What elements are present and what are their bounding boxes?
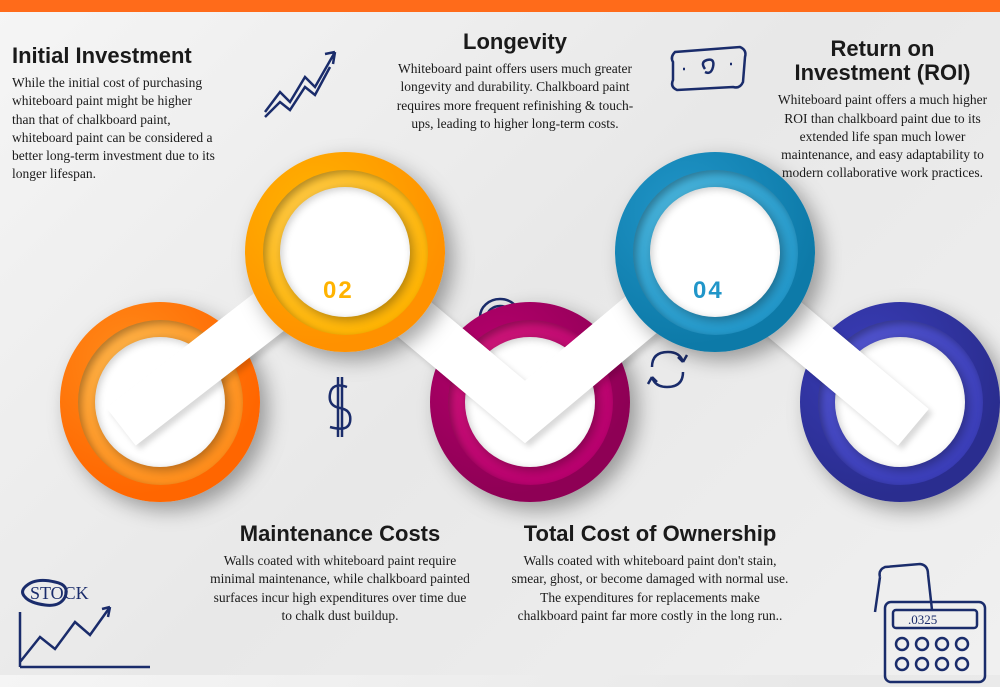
section-s1: Initial Investment While the initial cost…: [12, 44, 217, 184]
section-body: While the initial cost of purchasing whi…: [12, 74, 217, 183]
section-s5: Total Cost of Ownership Walls coated with…: [510, 522, 790, 625]
top-bar: [0, 0, 1000, 12]
ring-number: 04: [693, 277, 724, 305]
section-title: Longevity: [395, 30, 635, 54]
section-title: Initial Investment: [12, 44, 217, 68]
section-title: Total Cost of Ownership: [510, 522, 790, 546]
infographic-container: 01 02 03 04 05 Initial InvestmentWhile t…: [0, 12, 1000, 675]
ring-02: 02: [245, 152, 445, 352]
section-body: Walls coated with whiteboard paint requi…: [210, 552, 470, 625]
section-title: Return on Investment (ROI): [770, 37, 995, 85]
section-body: Whiteboard paint offers a much higher RO…: [770, 91, 995, 182]
section-s2: Longevity Whiteboard paint offers users m…: [395, 30, 635, 133]
ring-number: 02: [323, 277, 354, 305]
section-s3: Return on Investment (ROI) Whiteboard pai…: [770, 37, 995, 182]
section-s4: Maintenance Costs Walls coated with white…: [210, 522, 470, 625]
section-title: Maintenance Costs: [210, 522, 470, 546]
section-body: Whiteboard paint offers users much great…: [395, 60, 635, 133]
section-body: Walls coated with whiteboard paint don't…: [510, 552, 790, 625]
